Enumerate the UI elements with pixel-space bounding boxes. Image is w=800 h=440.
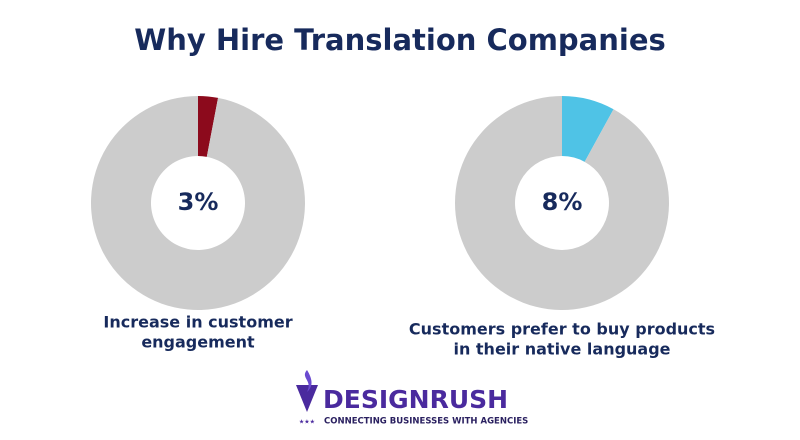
donut-segment xyxy=(198,96,219,157)
donut-segment xyxy=(562,96,614,162)
center-label: 8% xyxy=(542,188,583,216)
svg-text:★★★: ★★★ xyxy=(299,419,315,426)
brand-name: DESIGNRUSH xyxy=(323,385,508,414)
donut-segment xyxy=(455,96,670,311)
brand-tagline: CONNECTING BUSINESSES WITH AGENCIES xyxy=(324,417,528,427)
title: Why Hire Translation Companies xyxy=(134,23,666,57)
center-label: 3% xyxy=(178,188,219,216)
donut-segment xyxy=(90,96,306,310)
chart-caption: in their native language xyxy=(453,340,670,359)
chart-caption: Customers prefer to buy products xyxy=(409,320,715,339)
logo-icon: ★★★ xyxy=(296,370,318,426)
chart-caption: Increase in customer xyxy=(103,313,292,332)
chart-caption: engagement xyxy=(141,333,255,352)
